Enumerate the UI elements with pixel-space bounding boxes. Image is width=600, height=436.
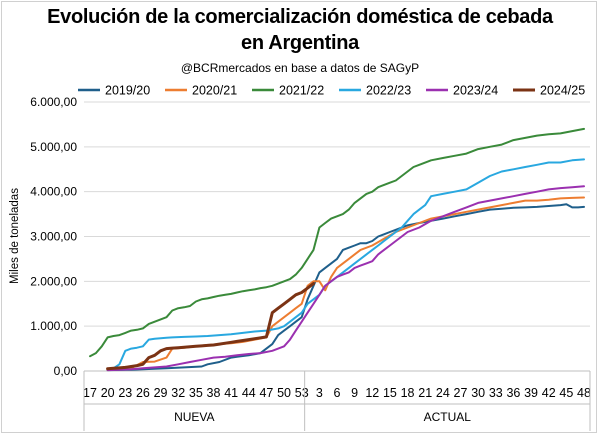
legend-label: 2019/20 xyxy=(105,84,150,98)
x-group-label: ACTUAL xyxy=(424,410,472,424)
x-tick-label: 3 xyxy=(316,386,323,400)
x-tick-label: 24 xyxy=(436,386,450,400)
x-tick-label: 39 xyxy=(524,386,538,400)
x-tick-label: 29 xyxy=(154,386,168,400)
x-tick-label: 21 xyxy=(418,386,432,400)
x-tick-label: 41 xyxy=(224,386,238,400)
x-tick-label: 53 xyxy=(295,386,309,400)
x-tick-label: 18 xyxy=(401,386,415,400)
legend-label: 2024/25 xyxy=(540,84,585,98)
x-tick-label: 6 xyxy=(334,386,341,400)
legend-label: 2022/23 xyxy=(366,84,411,98)
x-group-label: NUEVA xyxy=(174,410,214,424)
x-tick-label: 27 xyxy=(454,386,468,400)
x-tick-label: 15 xyxy=(383,386,397,400)
x-tick-label: 9 xyxy=(351,386,358,400)
series-line-2021-22 xyxy=(89,127,585,358)
x-tick-label: 23 xyxy=(118,386,132,400)
legend-label: 2020/21 xyxy=(192,84,237,98)
y-tick-label: 6.000,00 xyxy=(30,95,77,109)
x-tick-label: 42 xyxy=(542,386,556,400)
y-tick-label: 2.000,00 xyxy=(30,274,77,288)
x-tick-label: 26 xyxy=(136,386,150,400)
y-tick-label: 0,00 xyxy=(54,364,78,378)
x-tick-label: 36 xyxy=(506,386,520,400)
x-tick-label: 44 xyxy=(242,386,256,400)
chart-subtitle: @BCRmercados en base a datos de SAGyP xyxy=(180,61,420,75)
x-tick-label: 32 xyxy=(171,386,185,400)
series-line-2023-24 xyxy=(106,185,585,372)
chart-title-line2: en Argentina xyxy=(241,32,359,54)
y-tick-label: 4.000,00 xyxy=(30,185,77,199)
x-tick-label: 20 xyxy=(101,386,115,400)
y-tick-label: 5.000,00 xyxy=(30,140,77,154)
y-tick-label: 3.000,00 xyxy=(30,230,77,244)
x-tick-label: 33 xyxy=(489,386,503,400)
y-tick-label: 1.000,00 xyxy=(30,319,77,333)
x-tick-label: 35 xyxy=(189,386,203,400)
x-tick-label: 50 xyxy=(277,386,291,400)
x-tick-label: 12 xyxy=(365,386,379,400)
x-tick-label: 47 xyxy=(259,386,273,400)
legend-label: 2023/24 xyxy=(453,84,498,98)
x-tick-label: 30 xyxy=(471,386,485,400)
series-line-2019-20 xyxy=(106,203,585,372)
chart-title-line1: Evolución de la comercialización domésti… xyxy=(47,6,553,28)
x-tick-label: 17 xyxy=(83,386,97,400)
x-tick-label: 45 xyxy=(559,386,573,400)
x-tick-label: 38 xyxy=(207,386,221,400)
x-tick-label: 48 xyxy=(577,386,591,400)
series-line-2022-23 xyxy=(106,158,585,370)
series-line-2024-25 xyxy=(106,282,315,371)
y-axis-label: Miles de toneladas xyxy=(9,188,21,284)
legend-label: 2021/22 xyxy=(279,84,324,98)
series-line-2020-21 xyxy=(106,196,585,371)
